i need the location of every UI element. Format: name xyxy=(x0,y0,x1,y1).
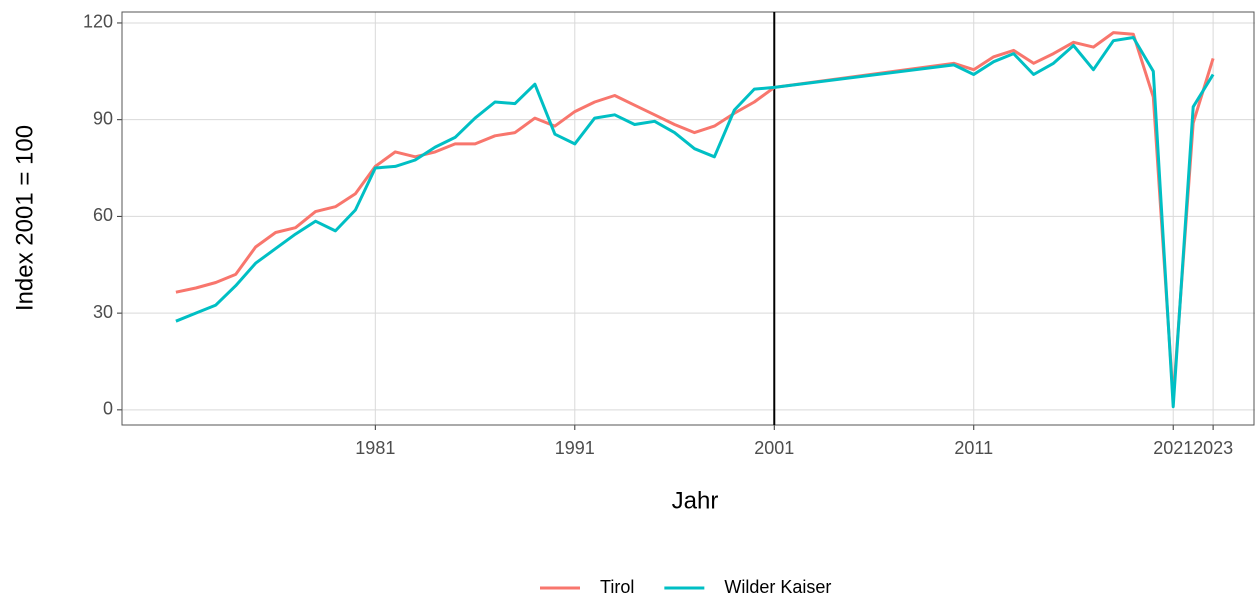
x-axis-title: Jahr xyxy=(672,487,719,514)
y-tick-label: 0 xyxy=(103,399,113,419)
panel-border xyxy=(121,11,1255,426)
y-tick-label: 120 xyxy=(83,12,113,32)
x-tick-label: 2011 xyxy=(954,438,993,458)
x-tick-label: 2023 xyxy=(1193,438,1233,458)
legend-label: Wilder Kaiser xyxy=(724,577,831,597)
legend-label: Tirol xyxy=(600,577,634,597)
x-tick-label: 2001 xyxy=(754,438,794,458)
series-line xyxy=(175,36,1215,409)
y-axis-title: Index 2001 = 100 xyxy=(11,125,38,311)
x-tick-label: 1981 xyxy=(355,438,395,458)
series-line xyxy=(175,31,1215,401)
x-tick-label: 1991 xyxy=(555,438,595,458)
y-tick-label: 90 xyxy=(93,108,113,128)
x-tick-label: 2021 xyxy=(1153,438,1193,458)
y-tick-label: 60 xyxy=(93,205,113,225)
y-tick-label: 30 xyxy=(93,302,113,322)
